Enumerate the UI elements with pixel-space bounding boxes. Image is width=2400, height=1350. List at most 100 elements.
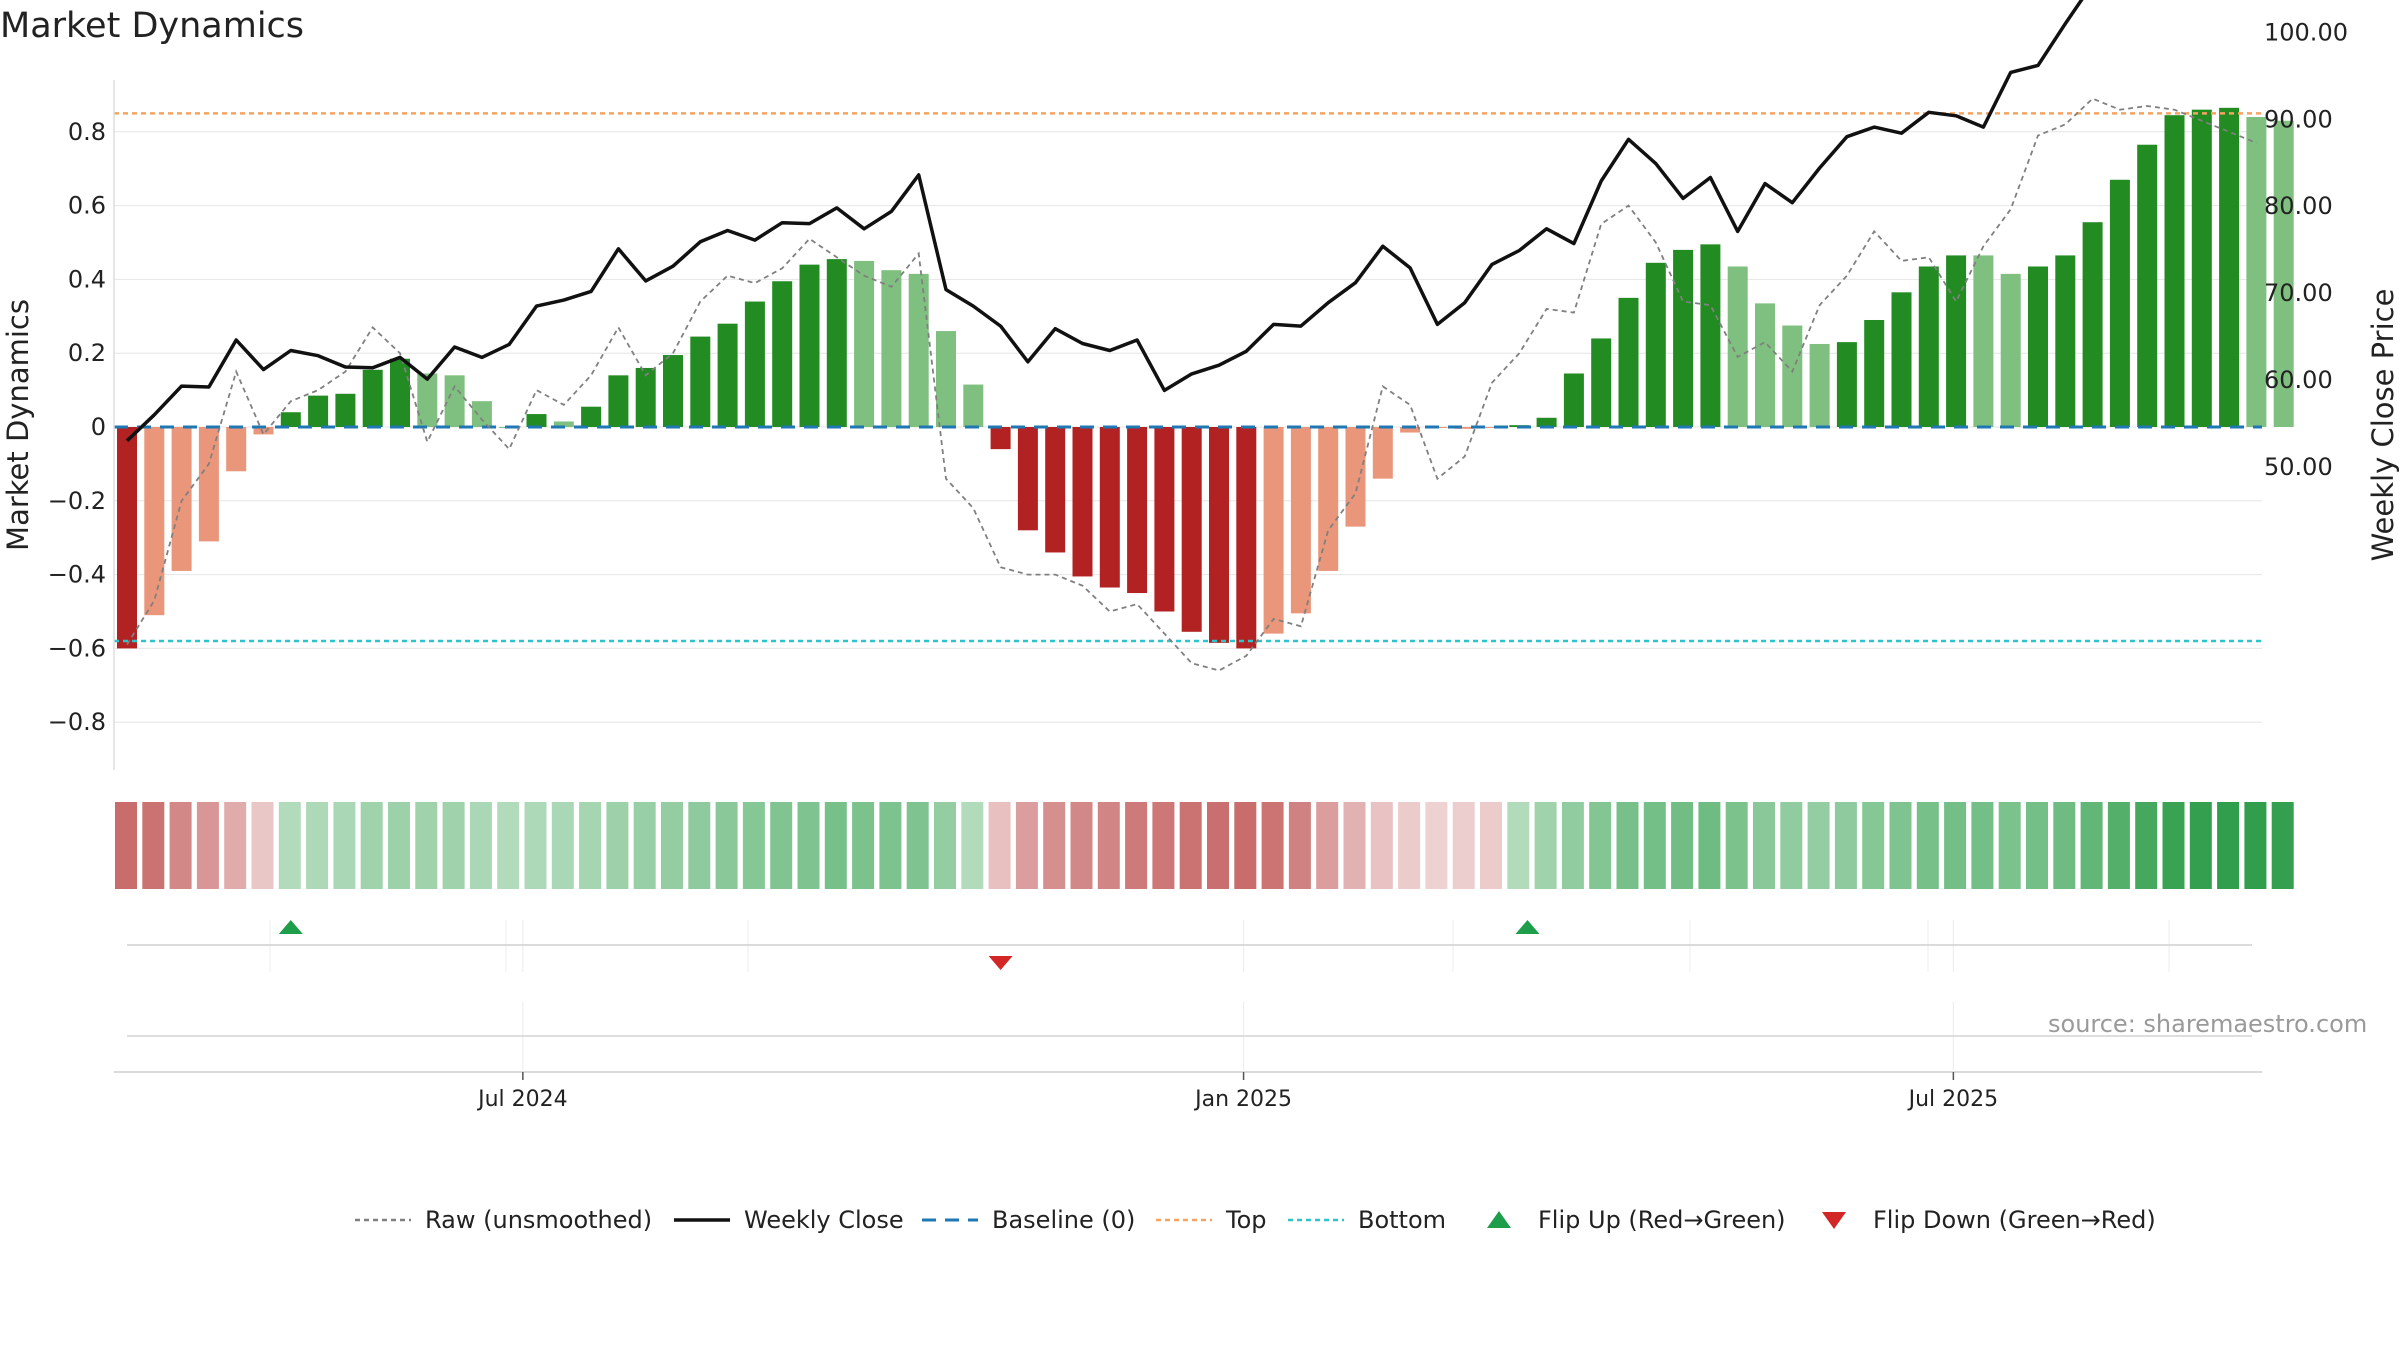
strip-cell-74 xyxy=(2135,802,2158,889)
strip-cell-49 xyxy=(1452,802,1475,889)
strip-cell-37 xyxy=(1125,802,1148,889)
bar-1 xyxy=(144,427,165,616)
bar-44 xyxy=(1318,427,1339,571)
legend-item-baseline: Baseline (0) xyxy=(922,1200,1135,1240)
bar-56 xyxy=(1645,262,1666,427)
bar-8 xyxy=(335,393,356,427)
bar-39 xyxy=(1181,427,1202,632)
series-lines xyxy=(125,0,2257,672)
bar-15 xyxy=(526,414,547,427)
x-tick-label-1: Jan 2025 xyxy=(1193,1087,1292,1112)
right-tick-label-4: 80.00 xyxy=(2264,192,2333,220)
left-tick-label-5: −0.2 xyxy=(48,487,106,515)
strip-cell-66 xyxy=(1916,802,1939,889)
strip-cell-62 xyxy=(1807,802,1830,889)
strip-cell-48 xyxy=(1425,802,1448,889)
legend-item-bottom: Bottom xyxy=(1288,1200,1446,1240)
bar-16 xyxy=(553,421,574,427)
bar-79 xyxy=(2273,120,2294,427)
strip-cell-18 xyxy=(606,802,629,889)
bar-65 xyxy=(1891,292,1912,427)
bar-60 xyxy=(1755,303,1775,427)
dotted-gray-line-icon xyxy=(355,1218,411,1222)
bar-41 xyxy=(1236,427,1257,649)
bar-73 xyxy=(2109,179,2130,427)
legend-label-bottom: Bottom xyxy=(1358,1206,1447,1234)
axes: 0.80.60.40.20−0.2−0.4−0.6−0.8120.00110.0… xyxy=(1,18,2400,770)
left-tick-label-1: 0.6 xyxy=(68,192,106,220)
strip-cell-50 xyxy=(1480,802,1502,889)
strip-cell-70 xyxy=(2026,802,2048,889)
bar-50 xyxy=(1482,427,1502,428)
strip-cell-54 xyxy=(1589,802,1612,889)
raw-line xyxy=(126,97,2257,672)
right-tick-label-3: 90.00 xyxy=(2264,105,2333,133)
bar-61 xyxy=(1782,325,1803,427)
strip-cell-30 xyxy=(934,802,956,889)
bar-43 xyxy=(1290,427,1311,614)
strip-cell-25 xyxy=(797,802,820,889)
bar-55 xyxy=(1618,297,1639,427)
momentum-strip xyxy=(115,802,2294,889)
bar-36 xyxy=(1099,427,1120,588)
bar-37 xyxy=(1127,427,1148,594)
bar-24 xyxy=(772,281,793,427)
bar-4 xyxy=(226,427,247,472)
strip-cell-16 xyxy=(551,802,574,889)
strip-cell-22 xyxy=(715,802,738,889)
bar-19 xyxy=(635,367,656,427)
triangle-down-icon xyxy=(1822,1212,1846,1229)
strip-cell-47 xyxy=(1398,802,1421,889)
reference-lines xyxy=(114,112,2262,643)
bar-70 xyxy=(2028,266,2048,427)
bar-23 xyxy=(744,301,765,427)
right-axis-title: Weekly Close Price xyxy=(2366,289,2400,562)
flip-up-marker-1 xyxy=(1515,920,1540,934)
strip-cell-34 xyxy=(1043,802,1066,889)
left-tick-label-8: −0.8 xyxy=(48,708,106,736)
bar-12 xyxy=(444,375,465,427)
left-tick-label-4: 0 xyxy=(91,413,106,441)
date-panel: Jul 2024 Jan 2025 Jul 2025 xyxy=(114,1002,2262,1112)
dashed-blue-line-icon xyxy=(922,1218,978,1222)
bar-49 xyxy=(1454,427,1475,429)
bar-34 xyxy=(1045,427,1066,553)
bar-62 xyxy=(1809,343,1830,427)
bar-54 xyxy=(1591,338,1612,427)
strip-cell-15 xyxy=(524,802,547,889)
bar-3 xyxy=(198,427,219,542)
strip-cell-71 xyxy=(2053,802,2076,889)
bar-11 xyxy=(417,373,438,427)
left-tick-label-6: −0.4 xyxy=(48,561,106,589)
strip-cell-56 xyxy=(1643,802,1666,889)
strip-cell-45 xyxy=(1343,802,1366,889)
bar-13 xyxy=(471,401,492,427)
weekly-close-line xyxy=(125,0,2084,443)
strip-cell-39 xyxy=(1179,802,1202,889)
strip-cell-28 xyxy=(879,802,902,889)
strip-cell-17 xyxy=(579,802,602,889)
strip-cell-59 xyxy=(1725,802,1748,889)
bar-30 xyxy=(936,331,956,427)
strip-cell-32 xyxy=(988,802,1011,889)
strip-cell-26 xyxy=(824,802,847,889)
strip-cell-68 xyxy=(1971,802,1994,889)
right-tick-label-2: 100.00 xyxy=(2264,18,2348,46)
x-tick-label-2: Jul 2025 xyxy=(1907,1087,1999,1112)
bar-68 xyxy=(1973,255,1994,427)
dotted-cyan-line-icon xyxy=(1288,1218,1344,1222)
strip-cell-9 xyxy=(360,802,383,889)
strip-cell-3 xyxy=(196,802,219,889)
strip-cell-21 xyxy=(688,802,711,889)
strip-cell-76 xyxy=(2189,802,2212,889)
strip-cell-57 xyxy=(1671,802,1694,889)
right-tick-label-5: 70.00 xyxy=(2264,279,2333,307)
legend: Raw (unsmoothed) Weekly Close Baseline (… xyxy=(0,1200,2400,1240)
legend-label-top: Top xyxy=(1226,1206,1267,1234)
strip-cell-5 xyxy=(251,802,274,889)
bar-38 xyxy=(1154,427,1175,612)
legend-item-close: Weekly Close xyxy=(674,1200,904,1240)
strip-cell-51 xyxy=(1507,802,1530,889)
strip-cell-65 xyxy=(1889,802,1912,889)
